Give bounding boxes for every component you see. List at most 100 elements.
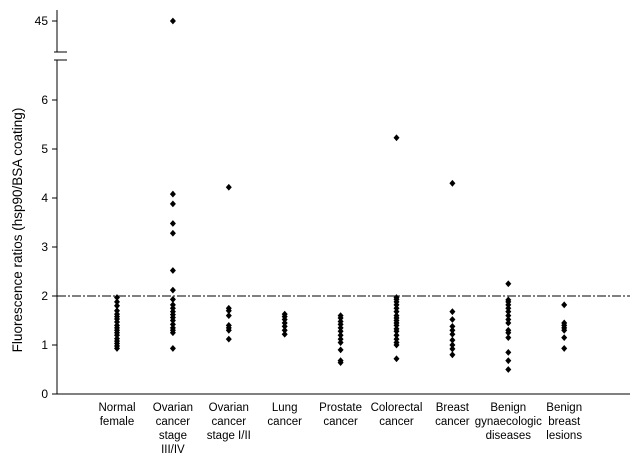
data-point — [505, 316, 512, 323]
y-tick-label: 2 — [41, 289, 48, 303]
data-point — [505, 334, 512, 342]
data-point — [393, 325, 400, 333]
data-point — [169, 220, 176, 227]
category-label: gynaecologic — [475, 416, 542, 428]
data-point — [114, 322, 120, 329]
category-label: Lung — [272, 402, 298, 414]
y-tick-label: 45 — [35, 14, 49, 28]
category-label: cancer — [323, 416, 358, 428]
data-point — [449, 179, 456, 187]
data-point — [281, 310, 288, 318]
data-point — [393, 355, 400, 363]
category-label: cancer — [156, 416, 191, 428]
y-tick-label: 1 — [41, 338, 48, 352]
data-point — [169, 267, 176, 274]
category-label: cancer — [379, 416, 414, 428]
data-point — [449, 345, 456, 353]
category-label: Colorectal — [371, 402, 423, 414]
y-tick-label: 5 — [41, 142, 48, 156]
data-point — [449, 336, 456, 344]
data-point — [225, 304, 232, 312]
data-point — [393, 304, 400, 312]
data-point — [449, 326, 456, 334]
data-point — [505, 326, 512, 334]
category-label: cancer — [435, 416, 470, 428]
category-label: stage — [159, 430, 187, 442]
data-point — [225, 335, 232, 343]
data-point — [114, 335, 120, 343]
data-point — [281, 330, 288, 338]
data-point — [561, 334, 568, 342]
y-tick-label: 4 — [41, 191, 48, 205]
data-point — [393, 294, 400, 301]
data-point — [561, 319, 568, 327]
data-point — [337, 335, 344, 343]
y-tick-label: 0 — [41, 387, 48, 401]
category-label: Breast — [436, 402, 470, 414]
data-point — [169, 304, 176, 312]
data-point — [169, 200, 176, 208]
data-point — [225, 183, 232, 191]
category-label: cancer — [267, 416, 302, 428]
category-label: lesions — [546, 430, 582, 442]
category-label: Benign — [546, 402, 582, 414]
category-label: breast — [548, 416, 581, 428]
data-point — [169, 296, 176, 303]
data-point — [505, 296, 512, 304]
data-point — [505, 308, 512, 316]
data-point — [393, 339, 400, 346]
data-point — [114, 302, 120, 310]
data-point — [505, 348, 512, 356]
data-point — [114, 310, 120, 318]
data-point — [337, 339, 344, 346]
category-label: Benign — [490, 402, 526, 414]
data-point — [281, 326, 288, 334]
data-point — [505, 319, 512, 327]
data-point — [449, 316, 456, 323]
data-point — [449, 322, 456, 330]
data-point — [393, 308, 400, 316]
data-point — [169, 229, 176, 237]
category-label: Normal — [98, 402, 135, 414]
data-point — [169, 286, 176, 294]
data-point — [505, 366, 512, 373]
category-label: cancer — [212, 416, 247, 428]
data-point — [393, 134, 400, 142]
data-point — [449, 308, 456, 316]
y-tick-label: 3 — [41, 240, 48, 254]
data-point — [337, 312, 344, 319]
data-point — [505, 280, 512, 288]
data-point — [337, 357, 344, 365]
data-point — [169, 17, 176, 25]
data-point — [561, 301, 568, 309]
data-point — [169, 324, 176, 332]
data-point — [337, 331, 344, 339]
category-label: III/IV — [161, 444, 185, 456]
data-point — [114, 294, 120, 301]
data-point — [337, 324, 344, 332]
data-point — [169, 190, 176, 198]
data-point — [449, 330, 456, 338]
data-point — [337, 346, 344, 354]
data-point — [337, 327, 344, 335]
data-point — [225, 322, 232, 329]
data-point — [281, 319, 288, 327]
data-point — [561, 345, 568, 352]
data-point — [114, 298, 120, 306]
y-axis-title: Fluorescence ratios (hsp90/BSA coating) — [10, 108, 25, 353]
data-point — [505, 304, 512, 312]
data-point — [449, 341, 456, 349]
data-point — [114, 307, 120, 315]
data-point — [393, 331, 400, 339]
category-label: Prostate — [319, 402, 362, 414]
data-point — [505, 357, 512, 365]
data-point — [393, 312, 400, 319]
y-tick-label: 6 — [41, 93, 48, 107]
data-point — [449, 351, 456, 359]
data-point — [169, 345, 176, 352]
data-point — [169, 308, 176, 316]
category-label: stage I/II — [207, 430, 251, 442]
category-label: Ovarian — [209, 402, 249, 414]
data-point — [505, 312, 512, 319]
